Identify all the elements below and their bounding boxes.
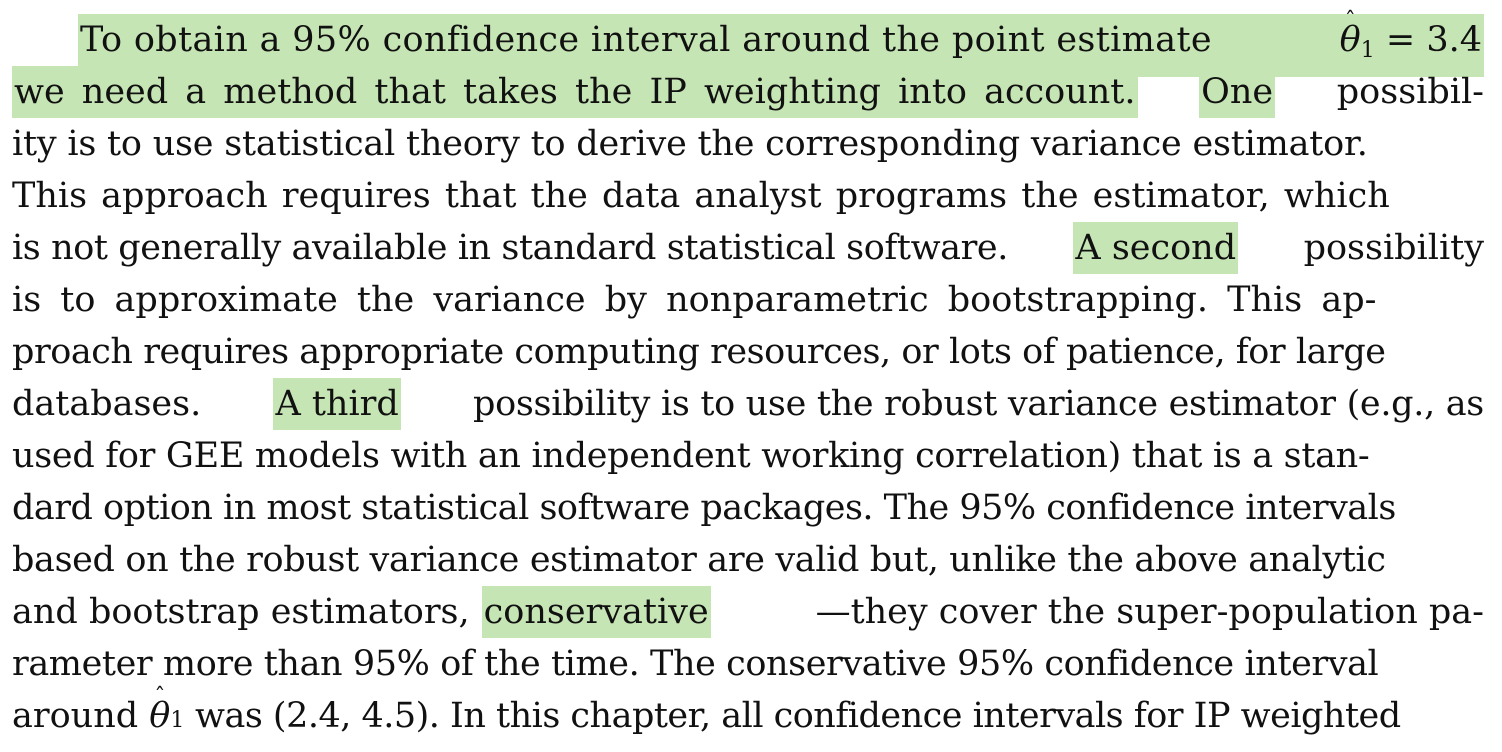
theta-subscript: 1 (1360, 38, 1375, 63)
text-line-1: To obtain a 95% confidence interval arou… (12, 9, 1484, 77)
theta-subscript-2: 1 (170, 708, 185, 733)
text-line-9: used for GEE models with an independent … (12, 430, 1484, 482)
text-line-6: is to approximate the variance by nonpar… (12, 274, 1484, 326)
text-line-11-content: based on the robust variance estimator a… (12, 540, 1386, 580)
text-line-4-content: This approach requires that the data ana… (12, 176, 1390, 216)
text-line-4: This approach requires that the data ana… (12, 170, 1484, 222)
text-line-3: ity is to use statistical theory to deri… (12, 118, 1484, 170)
text-line-3-content: ity is to use statistical theory to deri… (12, 124, 1368, 164)
estimate-value: = 3.4 (1374, 20, 1482, 60)
text-line-6-content: is to approximate the variance by nonpar… (12, 280, 1377, 320)
highlight-2[interactable]: we need a method that takes the IP weigh… (12, 66, 1138, 118)
text-line-8-pre: databases. (12, 384, 202, 424)
text-line-5: is not generally available in standard s… (12, 222, 1484, 274)
text-line-14-pre: around (12, 696, 150, 736)
text-line-2-rest: possibil- (1336, 72, 1484, 112)
highlight-6[interactable]: conservative (481, 586, 711, 638)
text-line-10-content: dard option in most statistical software… (12, 488, 1396, 528)
text-line-12-pre: and bootstrap estimators, (12, 592, 470, 632)
text-line-8: databases. A third possibility is to use… (12, 378, 1484, 430)
text-line-8-post: possibility is to use the robust varianc… (473, 384, 1484, 424)
text-line-11: based on the robust variance estimator a… (12, 534, 1484, 586)
theta-hat-expression: ˆ θ1 = 3.4 (1339, 9, 1482, 77)
text-line-5-post: possibility (1303, 228, 1484, 268)
highlight-3[interactable]: One (1199, 66, 1276, 118)
text-line-13: rameter more than 95% of the time. The c… (12, 638, 1484, 690)
highlight-4[interactable]: A second (1073, 222, 1239, 274)
text-line-10: dard option in most statistical software… (12, 482, 1484, 534)
document-page: To obtain a 95% confidence interval arou… (12, 9, 1484, 742)
text-line-12-post: —they cover the super-population pa- (815, 592, 1484, 632)
highlight-5[interactable]: A third (273, 378, 401, 430)
text-line-5-pre: is not generally available in standard s… (12, 228, 1008, 268)
text-line-12: and bootstrap estimators, conservative —… (12, 586, 1484, 638)
text-line-9-content: used for GEE models with an independent … (12, 436, 1370, 476)
highlight-1-text: To obtain a 95% confidence interval arou… (80, 20, 1224, 60)
text-line-14-post: was (2.4, 4.5). In this chapter, all con… (184, 696, 1401, 736)
text-line-7-content: proach requires appropriate computing re… (12, 332, 1386, 372)
text-line-13-content: rameter more than 95% of the time. The c… (12, 644, 1379, 684)
text-line-2: we need a method that takes the IP weigh… (12, 66, 1484, 118)
text-line-7: proach requires appropriate computing re… (12, 326, 1484, 378)
